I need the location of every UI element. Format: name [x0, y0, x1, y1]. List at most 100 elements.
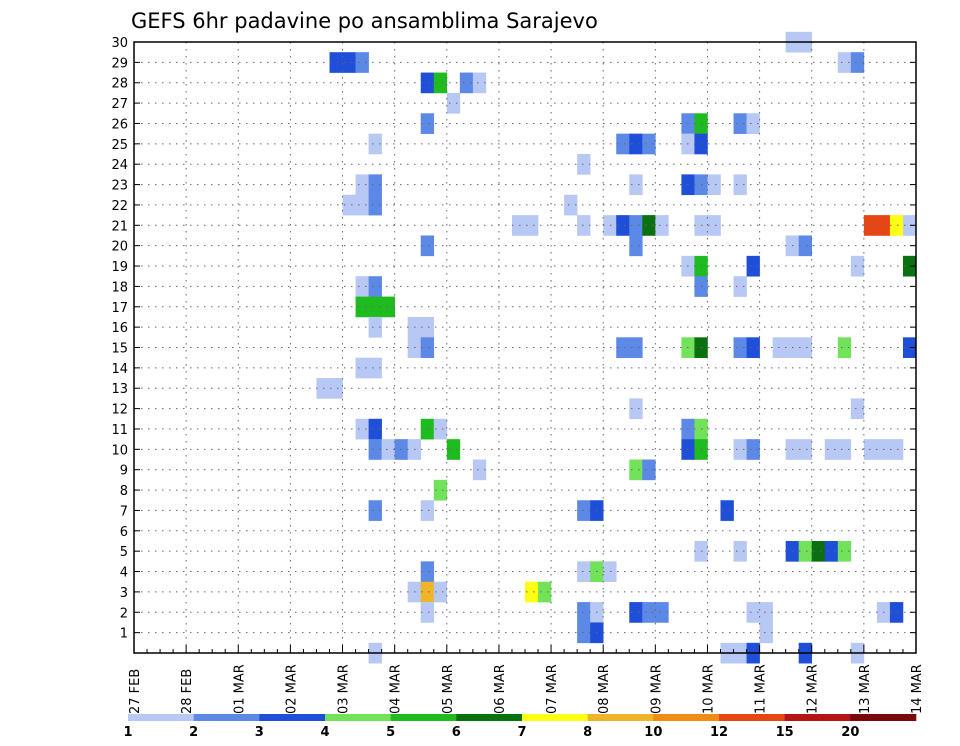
- precip-cell: [577, 561, 591, 583]
- precip-cell: [629, 398, 643, 420]
- chart-title: GEFS 6hr padavine po ansamblima Sarajevo: [131, 9, 598, 33]
- precip-cell: [889, 215, 904, 236]
- precip-cell: [902, 255, 917, 277]
- legend-swatch: [587, 714, 654, 721]
- precip-cell: [850, 255, 865, 277]
- precip-cell: [355, 357, 382, 379]
- precip-cell: [577, 154, 591, 175]
- precip-cell: [720, 500, 734, 521]
- precip-cell: [733, 540, 747, 562]
- precip-cell: [746, 113, 760, 134]
- precip-cell: [759, 622, 773, 644]
- precip-cell: [655, 215, 669, 236]
- precip-cell: [733, 276, 747, 297]
- x-tick-label: 12 MAR: [806, 664, 821, 714]
- precip-cell: [472, 459, 487, 481]
- precip-cell: [433, 418, 448, 440]
- y-tick-label: 25: [111, 138, 128, 153]
- precip-cell: [420, 418, 435, 440]
- legend-label: 12: [710, 725, 728, 740]
- legend-label: 1: [123, 725, 132, 740]
- precip-cell: [603, 561, 617, 583]
- x-tick-label: 28 FEB: [180, 669, 195, 714]
- precip-cell: [902, 337, 917, 358]
- precip-cell: [707, 174, 721, 196]
- y-tick-label: 2: [120, 606, 128, 621]
- legend-swatch: [390, 714, 457, 721]
- precip-cell: [446, 92, 461, 114]
- legend-label: 15: [776, 725, 794, 740]
- precip-cell: [342, 194, 369, 216]
- precip-cell: [785, 439, 813, 460]
- precip-cell: [850, 52, 865, 73]
- precip-cell: [746, 602, 773, 623]
- legend-label: 4: [320, 725, 329, 740]
- precip-cell: [525, 581, 539, 603]
- y-tick-label: 9: [120, 464, 128, 479]
- legend-swatch: [522, 714, 588, 721]
- precip-cell: [616, 133, 630, 155]
- axis-layer: 1234567891011121314151617181920212223242…: [111, 36, 925, 714]
- legend-label: 20: [841, 725, 859, 740]
- precip-cell: [902, 215, 917, 236]
- legend-label: 3: [255, 725, 264, 740]
- y-tick-label: 19: [111, 260, 128, 275]
- cells-layer: [316, 31, 917, 664]
- precip-cell: [355, 418, 369, 440]
- legend-label: 6: [452, 725, 461, 740]
- y-tick-label: 23: [111, 179, 128, 194]
- precip-cell: [329, 52, 356, 73]
- y-tick-label: 16: [111, 321, 128, 336]
- precip-cell: [368, 276, 382, 297]
- precip-cell: [446, 439, 461, 460]
- precip-cell: [420, 500, 435, 521]
- precip-cell: [316, 378, 343, 399]
- precip-cell: [837, 52, 852, 73]
- precip-cell: [642, 215, 656, 236]
- precip-cell: [433, 479, 448, 501]
- precip-cell: [368, 194, 382, 216]
- precip-cell: [642, 602, 669, 623]
- y-tick-label: 21: [111, 219, 128, 234]
- precip-cell: [420, 561, 435, 583]
- precip-cell: [407, 316, 435, 338]
- precip-cell: [746, 255, 760, 277]
- legend-label: 10: [644, 725, 662, 740]
- x-tick-label: 27 FEB: [128, 669, 143, 714]
- y-tick-label: 17: [111, 301, 128, 316]
- precip-cell: [824, 439, 852, 460]
- precip-cell: [629, 133, 643, 155]
- precip-cell: [798, 540, 813, 562]
- precip-cell: [420, 602, 435, 623]
- precip-cell: [850, 398, 865, 420]
- x-tick-label: 08 MAR: [597, 664, 612, 714]
- x-tick-label: 03 MAR: [337, 664, 352, 714]
- precip-cell: [733, 337, 747, 358]
- precip-cell: [420, 72, 435, 94]
- precip-cell: [355, 276, 369, 297]
- precip-cell: [889, 602, 904, 623]
- y-tick-label: 6: [120, 525, 128, 540]
- precip-cell: [603, 215, 617, 236]
- x-tick-label: 11 MAR: [754, 664, 769, 714]
- precip-cell: [746, 337, 760, 358]
- precip-cell: [420, 581, 435, 603]
- precip-cell: [733, 439, 747, 460]
- precip-cell: [733, 113, 747, 134]
- precip-cell: [368, 133, 382, 155]
- x-tick-label: 01 MAR: [232, 664, 247, 714]
- y-tick-label: 30: [111, 36, 128, 51]
- y-tick-label: 8: [120, 484, 128, 499]
- precip-cell: [824, 540, 839, 562]
- precip-cell: [811, 540, 826, 562]
- legend-swatch: [456, 714, 523, 721]
- y-tick-label: 1: [120, 627, 128, 642]
- y-tick-label: 28: [111, 77, 128, 92]
- y-tick-label: 7: [120, 504, 128, 519]
- y-tick-label: 12: [111, 403, 128, 418]
- y-tick-label: 29: [111, 56, 128, 71]
- precip-cell: [577, 500, 591, 521]
- precip-cell: [420, 337, 435, 358]
